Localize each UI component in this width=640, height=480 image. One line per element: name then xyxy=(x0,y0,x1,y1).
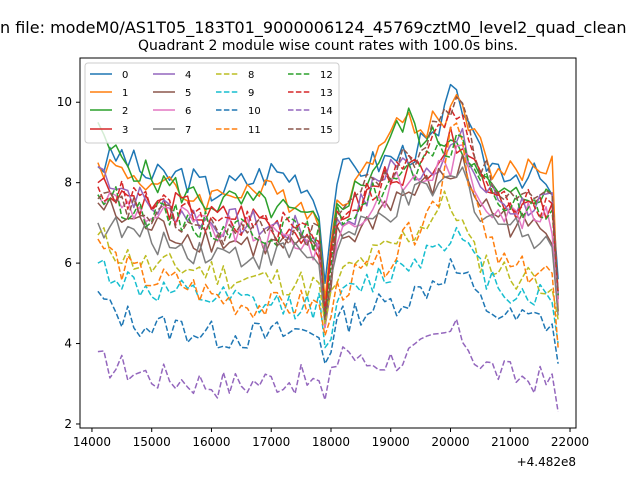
series-line-12 xyxy=(97,133,559,317)
y-tick-label: 10 xyxy=(57,95,72,109)
legend-label-13: 13 xyxy=(320,88,333,99)
x-offset-label: +4.482e8 xyxy=(517,455,576,469)
x-tick-label: 15000 xyxy=(133,435,171,449)
x-tick-label: 14000 xyxy=(73,435,111,449)
series-line-11 xyxy=(97,122,559,348)
legend-label-15: 15 xyxy=(320,125,333,136)
series-line-10 xyxy=(97,258,559,365)
legend-label-2: 2 xyxy=(122,106,128,117)
series-line-3 xyxy=(97,126,559,313)
series-layer xyxy=(97,83,559,413)
legend-frame xyxy=(84,62,340,144)
legend-label-5: 5 xyxy=(185,88,191,99)
chart-title: Quadrant 2 module wise count rates with … xyxy=(138,38,518,54)
x-tick-label: 22000 xyxy=(551,435,589,449)
series-line-1 xyxy=(97,93,559,312)
legend-label-9: 9 xyxy=(248,88,254,99)
legend-label-12: 12 xyxy=(320,70,333,81)
plot-frame xyxy=(79,57,577,429)
x-tick-label: 18000 xyxy=(312,435,350,449)
y-tick-label: 2 xyxy=(64,417,72,431)
legend-label-11: 11 xyxy=(248,125,261,136)
y-axis: 2 4 6 8 10 xyxy=(57,95,80,431)
series-line-8 xyxy=(97,190,559,325)
y-tick-label: 8 xyxy=(64,176,72,190)
legend-label-7: 7 xyxy=(185,125,191,136)
series-line-15 xyxy=(97,96,559,321)
x-tick-label: 19000 xyxy=(372,435,410,449)
legend-label-3: 3 xyxy=(122,125,128,136)
series-line-0 xyxy=(97,83,559,284)
legend-label-8: 8 xyxy=(248,70,254,81)
legend-label-10: 10 xyxy=(248,106,261,117)
y-tick-label: 6 xyxy=(64,256,72,270)
legend-label-0: 0 xyxy=(122,70,128,81)
series-line-13 xyxy=(97,107,559,313)
x-tick-label: 21000 xyxy=(491,435,529,449)
legend-label-4: 4 xyxy=(185,70,191,81)
x-tick-label: 17000 xyxy=(252,435,290,449)
legend-label-1: 1 xyxy=(122,88,128,99)
series-line-14 xyxy=(97,318,559,413)
x-tick-label: 20000 xyxy=(431,435,469,449)
x-tick-label: 16000 xyxy=(192,435,230,449)
x-axis: 14000 15000 16000 17000 18000 19000 20000 21000… xyxy=(73,428,589,449)
y-tick-label: 4 xyxy=(64,337,72,351)
legend-label-6: 6 xyxy=(185,106,191,117)
figure-suptitle: n file: modeM0/AS1T05_183T01_9000006124_… xyxy=(0,18,627,38)
legend-label-14: 14 xyxy=(320,106,333,117)
series-line-9 xyxy=(97,226,559,349)
